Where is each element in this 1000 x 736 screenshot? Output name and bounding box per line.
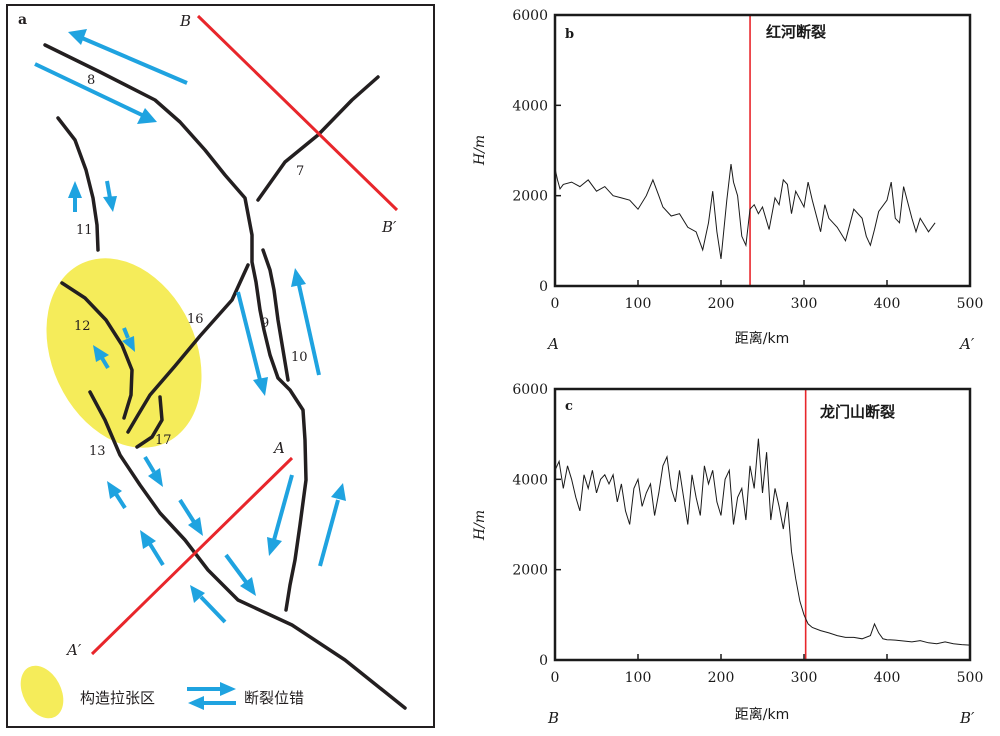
panel-b-series-line [554, 164, 936, 259]
panel-b-label: b [565, 27, 574, 42]
panel-b-annotation: 红河断裂 [766, 23, 826, 41]
panel-b-end-label: A′ [958, 335, 975, 353]
x-tick-label: 500 [957, 296, 984, 312]
y-tick-label: 4000 [512, 98, 548, 114]
fault-16 [126, 263, 250, 434]
offset-arrow-icon [291, 268, 321, 376]
y-tick-label: 2000 [512, 563, 548, 579]
x-tick-label: 300 [791, 670, 818, 686]
panel-a-map: a [6, 4, 435, 728]
offset-arrow-icon [68, 181, 82, 212]
x-tick-label: 200 [708, 670, 735, 686]
legend-offset-arrows-icon [187, 682, 236, 710]
fault-label-11: 11 [76, 223, 93, 238]
fault-number-labels: 8 7 11 16 12 9 10 17 13 [74, 73, 308, 459]
y-tick-label: 0 [539, 279, 548, 295]
fault-17 [135, 395, 164, 449]
y-tick-label: 2000 [512, 189, 548, 205]
panel-b-chart: b 红河断裂 0 2000 4000 6000 0 100 200 300 400 500 H/… [472, 8, 983, 353]
offset-arrow-icon [68, 29, 188, 85]
x-tick-label: 300 [791, 296, 818, 312]
y-tick-label: 6000 [512, 382, 548, 398]
x-tick-label: 0 [551, 296, 560, 312]
x-tick-label: 400 [874, 296, 901, 312]
legend-extension-label: 构造拉张区 [80, 689, 155, 707]
panel-c-chart: c 龙门山断裂 0 2000 4000 6000 0 100 200 300 400 500 H… [472, 382, 983, 727]
legend-extension-swatch [20, 665, 64, 719]
offset-arrow-icon [190, 585, 227, 624]
profile-line-a [90, 456, 294, 656]
offset-arrow-icon [178, 498, 203, 536]
x-tick-label: 500 [957, 670, 984, 686]
offset-arrow-icon [318, 483, 346, 567]
offset-arrow-icon [122, 327, 135, 352]
x-tick-label: 0 [551, 670, 560, 686]
panel-b-start-label: A [546, 335, 559, 353]
panel-c-ylabel: H/m [472, 510, 488, 541]
x-tick-label: 400 [874, 670, 901, 686]
profile-a-start-label: A [272, 439, 285, 457]
offset-arrow-icon [93, 345, 110, 370]
fault-label-7: 7 [296, 164, 304, 179]
profile-a-end-label: A′ [65, 641, 82, 659]
offset-arrow-icon [224, 553, 256, 596]
legend: 构造拉张区 断裂位错 [20, 665, 304, 719]
fault-11 [56, 116, 100, 252]
fault-label-12: 12 [74, 319, 91, 334]
panel-c-series-line [554, 438, 971, 646]
y-tick-label: 6000 [512, 8, 548, 24]
y-tick-label: 0 [539, 653, 548, 669]
fault-lines [43, 43, 407, 710]
x-tick-label: 200 [708, 296, 735, 312]
fault-label-13: 13 [89, 444, 106, 459]
panel-b-ylabel: H/m [472, 135, 488, 166]
fault-13 [88, 390, 407, 710]
x-tick-label: 100 [625, 670, 652, 686]
fault-label-9: 9 [261, 316, 269, 331]
offset-arrow-icon [143, 455, 163, 487]
offset-arrow-icon [140, 530, 165, 567]
offset-arrow-icon [103, 180, 117, 212]
panel-c-annotation: 龙门山断裂 [819, 403, 895, 421]
panel-a-label: a [18, 12, 27, 28]
fault-8 [43, 43, 308, 612]
panel-b-plot-frame [553, 13, 972, 288]
offset-arrow-icon [267, 474, 294, 556]
panel-c-start-label: B [547, 709, 559, 727]
legend-offset-label: 断裂位错 [244, 689, 304, 707]
x-tick-label: 100 [625, 296, 652, 312]
offset-arrow-icon [107, 481, 127, 510]
offset-arrow-icon [34, 62, 157, 124]
fault-9 [261, 248, 290, 382]
offset-arrow-icon [236, 291, 268, 396]
panel-c-label: c [565, 399, 573, 414]
panel-b-xlabel: 距离/km [735, 330, 789, 347]
panel-c-plot-frame [553, 387, 972, 662]
panel-c-end-label: B′ [959, 709, 975, 727]
profile-b-end-label: B′ [381, 218, 397, 236]
profile-line-b [196, 14, 399, 212]
fault-label-10: 10 [291, 350, 308, 365]
fault-12 [60, 281, 134, 420]
profile-b-start-label: B [179, 12, 191, 30]
fault-label-17: 17 [155, 433, 172, 448]
fault-label-16: 16 [187, 312, 204, 327]
fault-label-8: 8 [87, 73, 95, 88]
panel-c-xlabel: 距离/km [735, 706, 789, 723]
y-tick-label: 4000 [512, 472, 548, 488]
offset-arrows [34, 29, 346, 624]
